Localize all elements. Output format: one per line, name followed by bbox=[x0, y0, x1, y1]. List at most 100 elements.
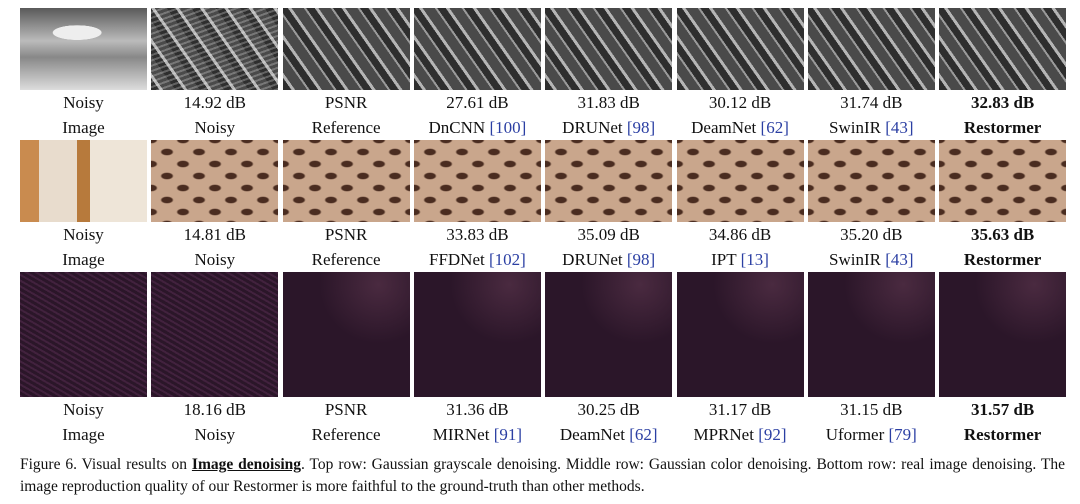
citation: [43] bbox=[885, 250, 914, 269]
method-name: DeamNet bbox=[691, 118, 757, 137]
caption-lead: Visual results on bbox=[81, 456, 187, 473]
method-name: Image bbox=[62, 250, 105, 269]
image bbox=[545, 8, 673, 90]
image bbox=[151, 8, 279, 90]
method-name: DRUNet bbox=[562, 118, 623, 137]
method-name: Reference bbox=[311, 425, 381, 444]
image bbox=[545, 272, 673, 397]
image bbox=[20, 272, 147, 397]
image bbox=[282, 140, 410, 222]
method-name: Reference bbox=[311, 250, 381, 269]
caption-top: 35.63 dB bbox=[970, 225, 1035, 244]
caption-emphasis: Image denoising bbox=[191, 456, 302, 473]
method-name: Restormer bbox=[963, 250, 1042, 269]
method-name: DeamNet bbox=[559, 425, 625, 444]
caption-bottom: Reference bbox=[283, 118, 410, 138]
caption-bottom: Reference bbox=[283, 425, 410, 445]
caption-top: 31.83 dB bbox=[577, 93, 640, 112]
citation: [102] bbox=[488, 250, 526, 269]
method-name: DnCNN bbox=[428, 118, 486, 137]
method-name: Restormer bbox=[963, 425, 1042, 444]
caption-top: 31.15 dB bbox=[840, 400, 903, 419]
figure-caption: Figure 6. Visual results on Image denois… bbox=[20, 454, 1065, 498]
image bbox=[413, 140, 541, 222]
caption-text: . Top row: Gaussian grayscale denoising.… bbox=[20, 456, 1065, 495]
image bbox=[807, 8, 935, 90]
caption-top: 31.36 dB bbox=[446, 400, 509, 419]
caption-bottom: IPT [13] bbox=[677, 250, 804, 270]
caption-bottom: DRUNet [98] bbox=[545, 250, 672, 270]
caption-top: 27.61 dB bbox=[446, 93, 509, 112]
method-name: MIRNet bbox=[432, 425, 490, 444]
method-name: Image bbox=[62, 425, 105, 444]
citation: [43] bbox=[885, 118, 914, 137]
caption-bottom: DeamNet [62] bbox=[545, 425, 672, 445]
caption-top: 35.20 dB bbox=[840, 225, 903, 244]
caption-bottom: SwinIR [43] bbox=[808, 250, 935, 270]
image bbox=[939, 8, 1067, 90]
caption-top: 31.74 dB bbox=[840, 93, 903, 112]
image bbox=[676, 272, 804, 397]
caption-bottom: MIRNet [91] bbox=[414, 425, 541, 445]
caption-top: 30.12 dB bbox=[708, 93, 772, 112]
caption-top: Noisy bbox=[63, 400, 104, 419]
caption-top: 32.83 dB bbox=[970, 93, 1035, 112]
citation: [91] bbox=[493, 425, 523, 444]
image bbox=[807, 272, 935, 397]
caption-top: 35.09 dB bbox=[577, 225, 640, 244]
caption-bottom: Restormer bbox=[939, 425, 1066, 445]
image bbox=[151, 272, 279, 397]
method-name: Restormer bbox=[963, 118, 1042, 137]
caption-top: 18.16 dB bbox=[183, 400, 246, 419]
image bbox=[282, 8, 410, 90]
caption-bottom: Noisy bbox=[151, 250, 278, 270]
citation: [62] bbox=[760, 118, 789, 137]
citation: [62] bbox=[629, 425, 658, 444]
citation: [98] bbox=[626, 118, 656, 137]
caption-bottom: SwinIR [43] bbox=[808, 118, 935, 138]
caption-top: 31.57 dB bbox=[970, 400, 1035, 419]
caption-bottom: Restormer bbox=[939, 250, 1066, 270]
method-name: DRUNet bbox=[562, 250, 623, 269]
image bbox=[20, 8, 147, 90]
image bbox=[151, 140, 279, 222]
caption-bottom: Image bbox=[20, 425, 147, 445]
citation: [98] bbox=[626, 250, 656, 269]
method-name: Noisy bbox=[194, 250, 236, 269]
caption-bottom: DeamNet [62] bbox=[677, 118, 804, 138]
caption-bottom: DRUNet [98] bbox=[545, 118, 672, 138]
caption-bottom: Image bbox=[20, 118, 147, 138]
caption-bottom: Restormer bbox=[939, 118, 1066, 138]
method-name: SwinIR bbox=[829, 118, 881, 137]
caption-top: 33.83 dB bbox=[446, 225, 509, 244]
caption-bottom: Uformer [79] bbox=[808, 425, 935, 445]
method-name: FFDNet bbox=[428, 250, 485, 269]
image bbox=[939, 272, 1067, 397]
method-name: Uformer bbox=[825, 425, 885, 444]
caption-top: PSNR bbox=[324, 93, 368, 112]
caption-bottom: FFDNet [102] bbox=[414, 250, 541, 270]
caption-bottom: Image bbox=[20, 250, 147, 270]
image bbox=[807, 140, 935, 222]
caption-top: Noisy bbox=[63, 225, 104, 244]
image bbox=[676, 8, 804, 90]
caption-bottom: Noisy bbox=[151, 425, 278, 445]
citation: [100] bbox=[489, 118, 527, 137]
caption-bottom: DnCNN [100] bbox=[414, 118, 541, 138]
caption-top: 14.81 dB bbox=[183, 225, 246, 244]
method-name: Reference bbox=[311, 118, 381, 137]
image bbox=[939, 140, 1067, 222]
caption-top: PSNR bbox=[324, 400, 368, 419]
image bbox=[545, 140, 673, 222]
caption-bottom: MPRNet [92] bbox=[677, 425, 804, 445]
caption-top: 31.17 dB bbox=[708, 400, 772, 419]
method-name: SwinIR bbox=[829, 250, 881, 269]
method-name: MPRNet bbox=[693, 425, 754, 444]
image bbox=[413, 272, 541, 397]
citation: [13] bbox=[740, 250, 769, 269]
image bbox=[676, 140, 804, 222]
image bbox=[20, 140, 147, 222]
citation: [92] bbox=[758, 425, 787, 444]
image bbox=[282, 272, 410, 397]
